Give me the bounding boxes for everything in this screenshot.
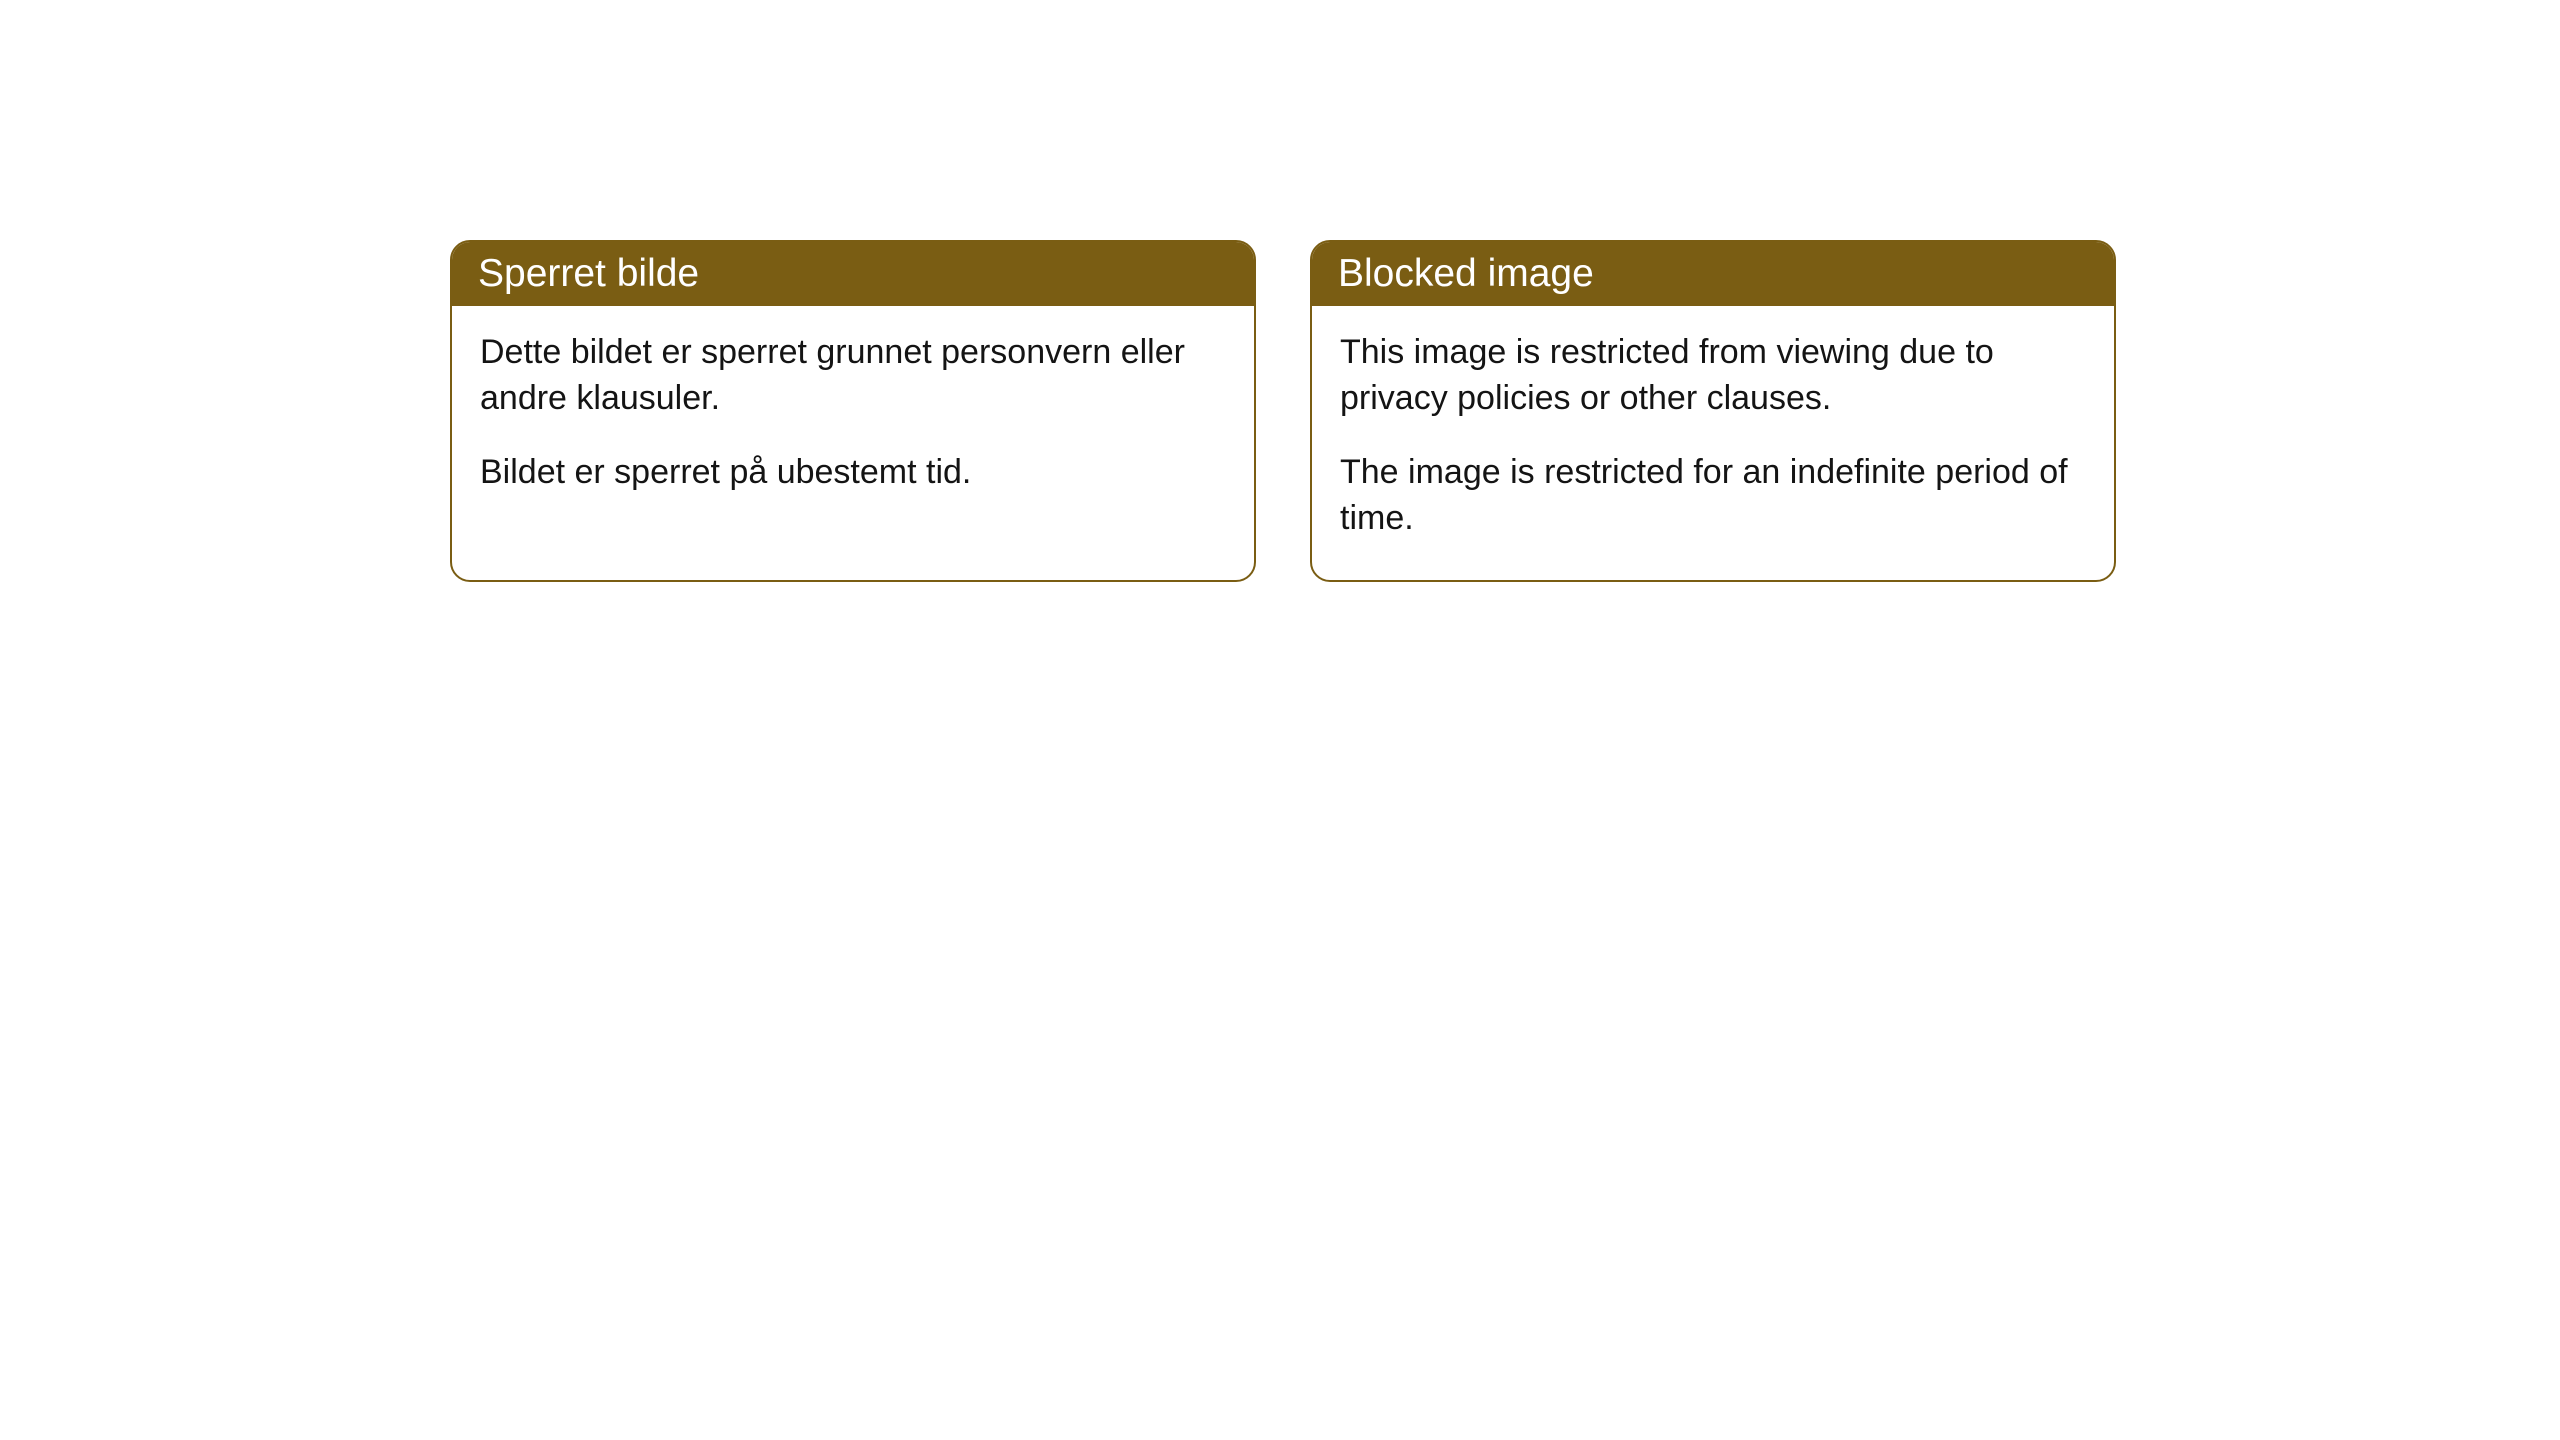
blocked-image-card-english: Blocked image This image is restricted f… [1310,240,2116,582]
card-body-norwegian: Dette bildet er sperret grunnet personve… [452,306,1254,534]
card-paragraph: Dette bildet er sperret grunnet personve… [480,330,1226,422]
card-paragraph: The image is restricted for an indefinit… [1340,450,2086,542]
notice-cards-container: Sperret bilde Dette bildet er sperret gr… [450,240,2116,582]
card-header-english: Blocked image [1312,242,2114,306]
blocked-image-card-norwegian: Sperret bilde Dette bildet er sperret gr… [450,240,1256,582]
card-body-english: This image is restricted from viewing du… [1312,306,2114,580]
card-paragraph: This image is restricted from viewing du… [1340,330,2086,422]
card-header-norwegian: Sperret bilde [452,242,1254,306]
card-paragraph: Bildet er sperret på ubestemt tid. [480,450,1226,496]
